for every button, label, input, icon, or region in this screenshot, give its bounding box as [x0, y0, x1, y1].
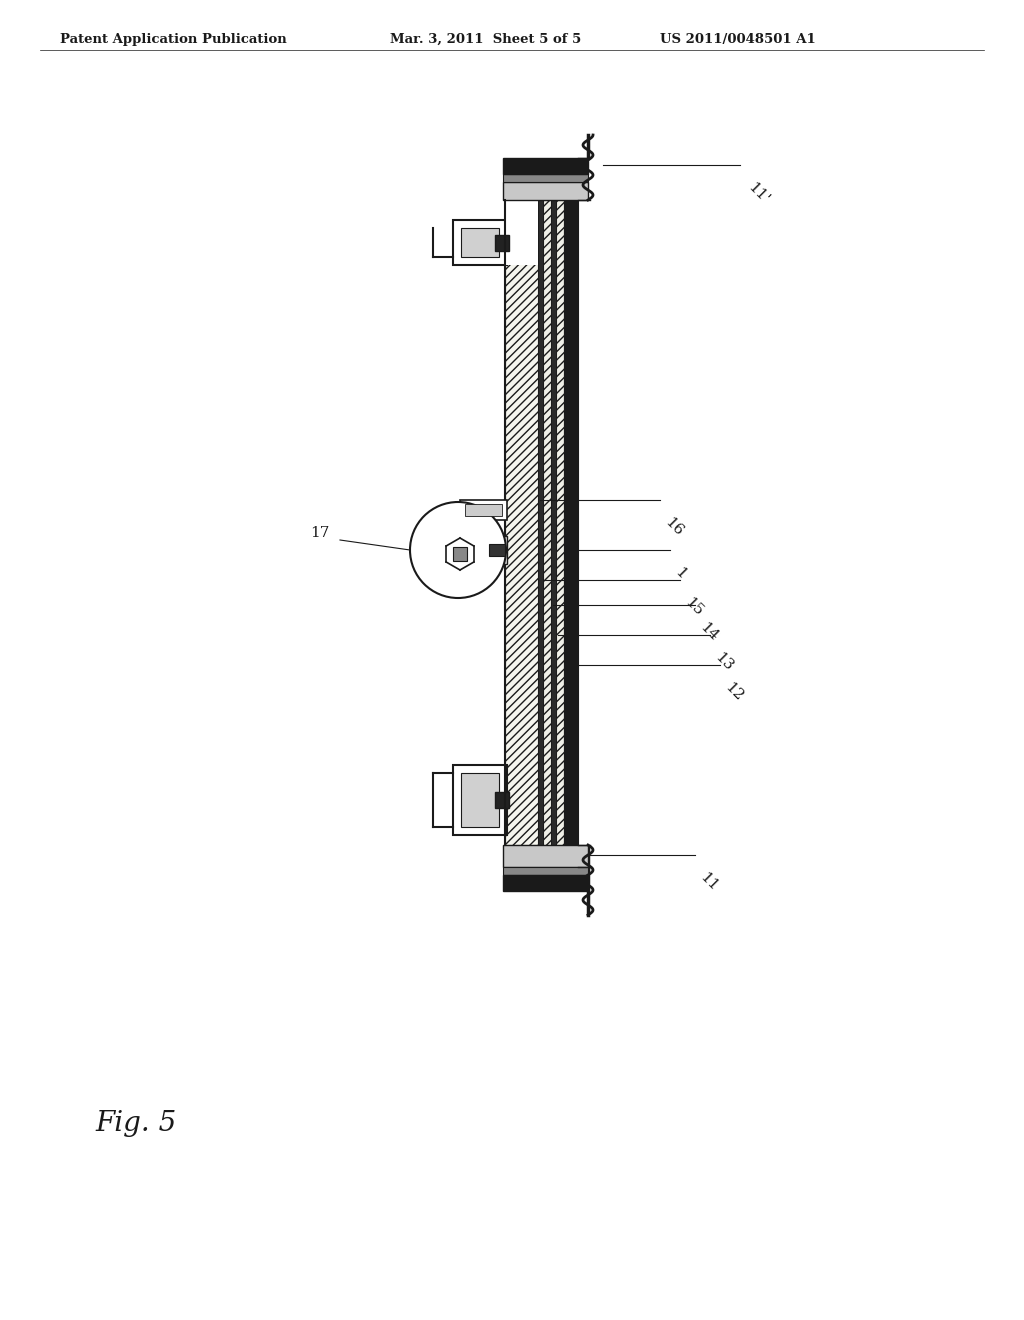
- Bar: [495, 792, 509, 808]
- Bar: [461, 228, 499, 257]
- Bar: [503, 867, 588, 875]
- Bar: [538, 201, 543, 845]
- Bar: [460, 500, 507, 520]
- Text: 12: 12: [722, 680, 745, 704]
- Bar: [503, 158, 588, 174]
- Bar: [556, 201, 564, 845]
- Bar: [505, 220, 538, 265]
- Text: 1: 1: [672, 565, 689, 582]
- Circle shape: [410, 502, 506, 598]
- Bar: [453, 546, 467, 561]
- Text: Fig. 5: Fig. 5: [95, 1110, 176, 1137]
- Bar: [465, 504, 502, 516]
- Bar: [461, 774, 499, 828]
- Bar: [505, 201, 538, 265]
- Bar: [505, 201, 538, 845]
- Text: 16: 16: [662, 515, 686, 539]
- Bar: [503, 875, 588, 891]
- Text: 13: 13: [712, 649, 735, 673]
- Text: 14: 14: [697, 620, 721, 644]
- Text: 11: 11: [697, 870, 721, 894]
- Text: 17: 17: [310, 525, 330, 540]
- Bar: [501, 536, 507, 564]
- Bar: [495, 235, 509, 251]
- Bar: [564, 201, 578, 845]
- Bar: [453, 220, 507, 265]
- Bar: [543, 201, 551, 845]
- Bar: [551, 201, 556, 845]
- Bar: [503, 174, 588, 182]
- Text: Mar. 3, 2011  Sheet 5 of 5: Mar. 3, 2011 Sheet 5 of 5: [390, 33, 582, 46]
- Bar: [503, 182, 588, 201]
- Text: 15: 15: [682, 595, 706, 619]
- Bar: [489, 544, 505, 556]
- Bar: [503, 845, 588, 867]
- Bar: [453, 766, 507, 836]
- Text: Patent Application Publication: Patent Application Publication: [60, 33, 287, 46]
- Text: US 2011/0048501 A1: US 2011/0048501 A1: [660, 33, 816, 46]
- Text: 11': 11': [745, 180, 772, 207]
